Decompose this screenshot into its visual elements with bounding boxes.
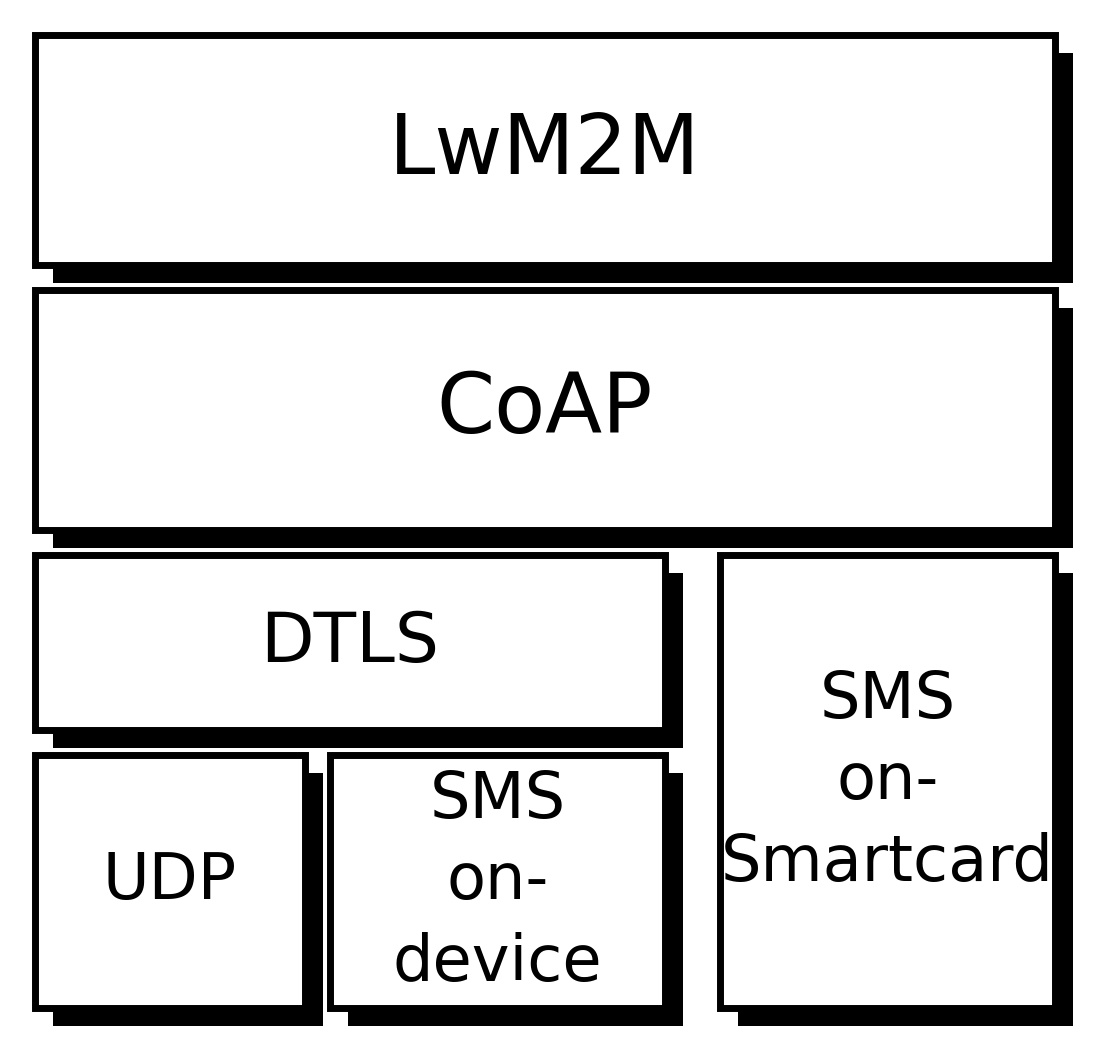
Bar	[53, 308, 1074, 548]
Text: CoAP: CoAP	[437, 369, 653, 451]
Bar	[53, 53, 1074, 283]
Bar	[53, 573, 683, 748]
Bar	[35, 290, 1055, 530]
Text: SMS
on-
Smartcard: SMS on- Smartcard	[721, 668, 1054, 894]
Bar	[720, 555, 1055, 1008]
Bar	[348, 773, 683, 1026]
Text: LwM2M: LwM2M	[389, 110, 701, 190]
Bar	[35, 755, 305, 1008]
Bar	[35, 555, 665, 730]
Bar	[53, 773, 323, 1026]
Bar	[737, 573, 1074, 1026]
Text: SMS
on-
device: SMS on- device	[393, 769, 602, 994]
Text: UDP: UDP	[103, 850, 237, 912]
Bar	[330, 755, 665, 1008]
Text: DTLS: DTLS	[261, 609, 439, 676]
Bar	[35, 35, 1055, 265]
